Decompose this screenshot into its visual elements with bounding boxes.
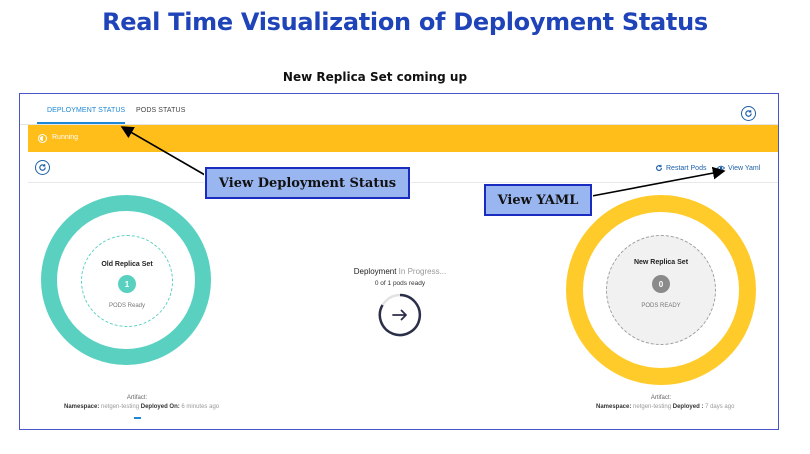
eye-icon xyxy=(717,165,725,171)
left-deployed-label: Deployed On: xyxy=(140,404,180,410)
restart-pods-button[interactable]: Restart Pods xyxy=(655,164,706,172)
old-replica-sub: PODS Ready xyxy=(108,303,145,309)
slide-subtitle: New Replica Set coming up xyxy=(282,70,468,84)
old-replica-count: 1 xyxy=(118,275,136,293)
right-deployed-label: Deployed : xyxy=(672,404,704,410)
left-artifact-label: Artifact: xyxy=(126,395,148,401)
new-replica-count: 0 xyxy=(652,275,670,293)
right-deployed-value: 7 days ago xyxy=(705,404,735,410)
old-replica-title: Old Replica Set xyxy=(101,261,153,268)
view-yaml-label: View Yaml xyxy=(728,164,761,172)
deployment-status-text: Deployment In Progress... xyxy=(320,267,480,276)
callout-view-yaml: View YAML xyxy=(483,183,593,217)
deployment-state: In Progress... xyxy=(398,267,447,276)
active-tab-indicator xyxy=(37,122,125,124)
right-namespace-value: netgen-testing xyxy=(633,404,672,410)
old-replica-inner-ring xyxy=(81,235,173,327)
callout-view-deployment-status: View Deployment Status xyxy=(204,166,411,200)
arrow-right-icon xyxy=(392,309,407,321)
tab-deployment-status[interactable]: DEPLOYMENT STATUS xyxy=(47,107,126,114)
left-meta-line: Namespace: netgen-testing Deployed On: 6… xyxy=(64,404,219,410)
running-icon xyxy=(38,134,47,143)
pager-indicator[interactable] xyxy=(134,417,141,419)
refresh-icon[interactable] xyxy=(741,106,756,121)
new-replica-title: New Replica Set xyxy=(633,259,689,266)
status-text: Running xyxy=(52,134,79,141)
new-replica-sub: PODS READY xyxy=(641,303,681,309)
status-bar: Running xyxy=(28,125,778,152)
left-deployed-value: 6 minutes ago xyxy=(181,404,220,410)
deployment-label: Deployment xyxy=(353,267,397,276)
restart-pods-label: Restart Pods xyxy=(666,164,707,172)
left-namespace-value: netgen-testing xyxy=(101,404,140,410)
right-meta-line: Namespace: netgen-testing Deployed : 7 d… xyxy=(596,404,734,410)
reload-icon[interactable] xyxy=(35,160,50,175)
view-yaml-button[interactable]: View Yaml xyxy=(717,164,760,172)
left-namespace-label: Namespace: xyxy=(64,404,100,410)
app-frame: DEPLOYMENT STATUS PODS STATUS Running Re… xyxy=(19,93,779,430)
right-artifact-label: Artifact: xyxy=(650,395,672,401)
tab-pods-status[interactable]: PODS STATUS xyxy=(136,107,186,114)
tab-bar: DEPLOYMENT STATUS PODS STATUS xyxy=(20,94,778,125)
right-namespace-label: Namespace: xyxy=(596,404,632,410)
pods-ready-text: 0 of 1 pods ready xyxy=(374,280,426,287)
slide-title: Real Time Visualization of Deployment St… xyxy=(102,8,708,36)
restart-icon xyxy=(656,164,662,171)
deployment-progress xyxy=(378,293,422,337)
